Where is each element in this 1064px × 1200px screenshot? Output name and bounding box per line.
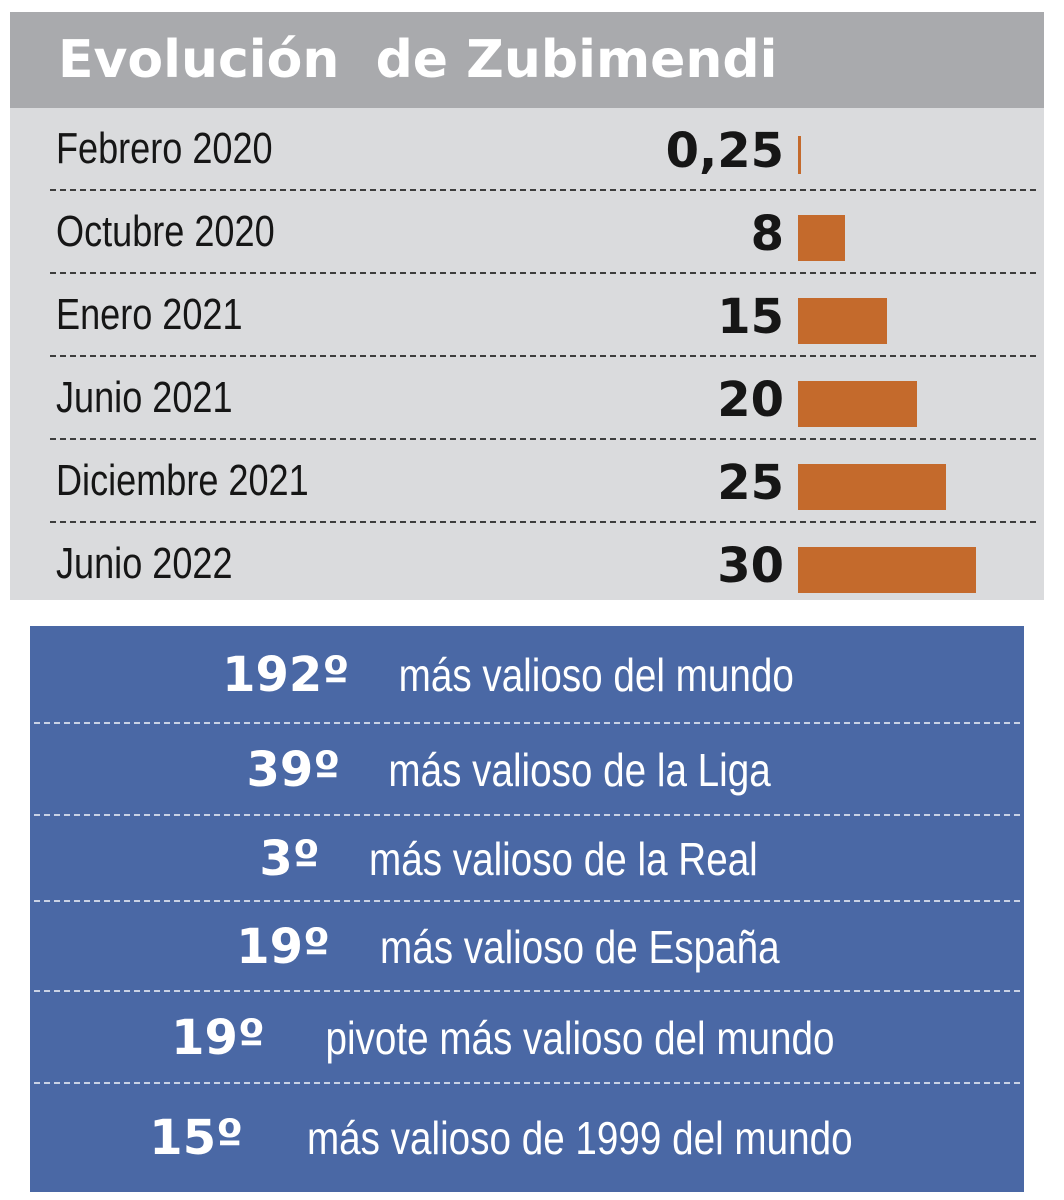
ranking-row: 3º más valioso de la Real — [30, 816, 1024, 902]
category-label: Diciembre 2021 — [56, 456, 309, 505]
value-bar — [798, 547, 976, 593]
row-divider — [50, 272, 1036, 274]
market-value-chart: Evolución de Zubimendi Febrero 2020 0,25 O… — [10, 12, 1044, 600]
chart-header: Evolución de Zubimendi — [10, 12, 1044, 108]
row-divider — [50, 521, 1036, 523]
ranking-position: 15º — [149, 1110, 244, 1166]
category-label: Junio 2022 — [56, 539, 233, 588]
ranking-position: 19º — [171, 1010, 265, 1066]
ranking-row: 15º más valioso de 1999 del mundo — [30, 1084, 1024, 1192]
value-bar — [798, 298, 887, 344]
ranking-row: 19º más valioso de España — [30, 902, 1024, 992]
rankings-panel: 192º más valioso del mundo 39º más valioso … — [30, 626, 1024, 1192]
row-divider — [34, 990, 1020, 992]
row-divider — [34, 1082, 1020, 1084]
ranking-position: 192º — [222, 647, 350, 703]
value-bar — [798, 215, 845, 261]
ranking-description: pivote más valioso del mundo — [325, 1012, 835, 1064]
row-divider — [50, 355, 1036, 357]
value-bar — [798, 136, 801, 174]
ranking-position: 19º — [236, 919, 331, 975]
data-label: 15 — [717, 289, 784, 345]
ranking-description: más valioso de la Liga — [388, 744, 772, 796]
data-label: 8 — [750, 206, 784, 262]
ranking-position: 3º — [259, 831, 320, 887]
chart-row: Diciembre 2021 25 — [50, 440, 1036, 523]
value-bar — [798, 464, 946, 510]
row-divider — [34, 900, 1020, 902]
data-label: 30 — [717, 538, 784, 594]
value-bar — [798, 381, 917, 427]
chart-title: Evolución de Zubimendi — [58, 30, 778, 90]
row-divider — [50, 438, 1036, 440]
ranking-row: 192º más valioso del mundo — [30, 626, 1024, 724]
chart-row: Junio 2022 30 — [50, 523, 1036, 606]
category-label: Junio 2021 — [56, 373, 233, 422]
row-divider — [34, 814, 1020, 816]
data-label: 25 — [717, 455, 784, 511]
chart-row: Octubre 2020 8 — [50, 191, 1036, 274]
category-label: Octubre 2020 — [56, 207, 275, 256]
category-label: Febrero 2020 — [56, 124, 273, 173]
chart-row: Febrero 2020 0,25 — [50, 108, 1036, 191]
chart-row: Junio 2021 20 — [50, 357, 1036, 440]
ranking-row: 19º pivote más valioso del mundo — [30, 992, 1024, 1084]
category-label: Enero 2021 — [56, 290, 243, 339]
ranking-row: 39º más valioso de la Liga — [30, 724, 1024, 816]
ranking-description: más valioso del mundo — [399, 649, 795, 701]
row-divider — [50, 189, 1036, 191]
data-label: 0,25 — [665, 123, 784, 179]
ranking-description: más valioso de España — [380, 921, 780, 973]
ranking-description: más valioso de la Real — [368, 833, 758, 885]
chart-row: Enero 2021 15 — [50, 274, 1036, 357]
row-divider — [34, 722, 1020, 724]
ranking-position: 39º — [246, 742, 341, 798]
ranking-description: más valioso de 1999 del mundo — [307, 1112, 853, 1164]
data-label: 20 — [717, 372, 784, 428]
